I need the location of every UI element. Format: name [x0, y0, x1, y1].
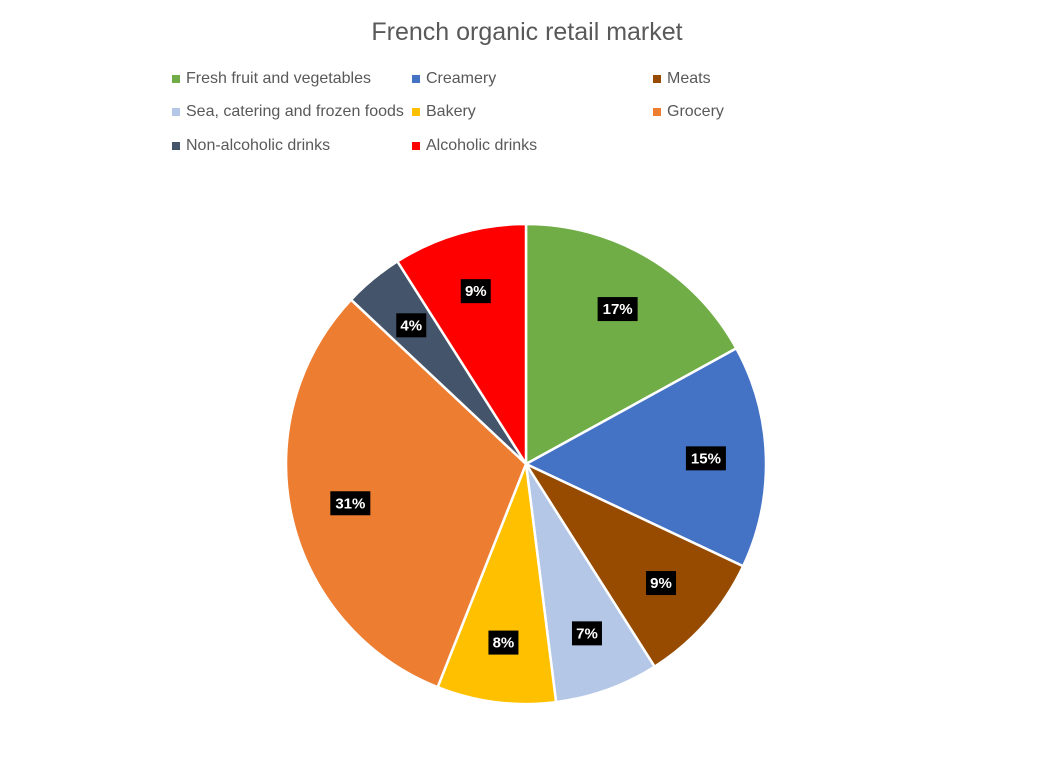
legend-item: Bakery: [412, 103, 476, 121]
legend-item: Alcoholic drinks: [412, 137, 537, 155]
pie-slice: [523, 346, 768, 568]
legend-swatch: [653, 108, 661, 116]
pie-slice: [522, 461, 745, 669]
chart-title: French organic retail market: [371, 18, 683, 46]
data-label: 31%: [330, 491, 371, 516]
pie-slice: [284, 297, 528, 689]
legend-item: Creamery: [412, 70, 496, 88]
pie-slice: [524, 222, 739, 467]
pie-slice: [436, 463, 558, 706]
legend-item: Fresh fruit and vegetables: [172, 70, 371, 88]
data-label: 17%: [597, 297, 638, 322]
legend-swatch: [172, 75, 180, 83]
legend-item: Non-alcoholic drinks: [172, 137, 330, 155]
data-label-text: 9%: [650, 575, 672, 592]
data-label-box: [571, 621, 602, 646]
legend-item: Sea, catering and frozen foods: [172, 103, 404, 121]
data-label: 4%: [396, 313, 427, 338]
data-label: 9%: [460, 279, 491, 304]
data-label-box: [597, 297, 638, 322]
legend-label: Grocery: [667, 103, 724, 120]
legend-label: Creamery: [426, 70, 497, 87]
legend-swatch: [412, 108, 420, 116]
legend-swatch: [172, 108, 180, 116]
data-label-box: [460, 279, 491, 304]
legend-swatch: [653, 75, 661, 83]
legend-item: Meats: [653, 70, 711, 88]
data-label-text: 17%: [603, 301, 633, 318]
data-label: 9%: [646, 571, 677, 596]
data-label-text: 15%: [691, 450, 721, 467]
legend-label: Alcoholic drinks: [426, 137, 538, 154]
legend-label: Sea, catering and frozen foods: [186, 103, 404, 120]
pie-slice: [395, 222, 528, 469]
data-label-box: [685, 446, 726, 471]
legend-label: Non-alcoholic drinks: [186, 137, 331, 154]
pie-slice: [524, 463, 657, 704]
legend-item: Grocery: [653, 103, 724, 121]
legend-swatch: [412, 75, 420, 83]
data-label-text: 8%: [493, 635, 515, 652]
data-label-text: 4%: [400, 317, 422, 334]
data-label-text: 7%: [576, 625, 598, 642]
legend-label: Fresh fruit and vegetables: [186, 70, 371, 87]
data-label: 15%: [685, 446, 726, 471]
legend-label: Bakery: [426, 103, 476, 120]
legend-swatch: [172, 142, 180, 150]
data-label-text: 31%: [335, 495, 365, 512]
data-label-text: 9%: [465, 283, 487, 300]
legend-swatch: [412, 142, 420, 150]
data-label: 7%: [571, 621, 602, 646]
legend-label: Meats: [667, 70, 711, 87]
data-label-box: [646, 571, 677, 596]
data-label-box: [330, 491, 371, 516]
data-label-box: [488, 630, 519, 655]
data-label-box: [396, 313, 427, 338]
data-label: 8%: [488, 630, 519, 655]
